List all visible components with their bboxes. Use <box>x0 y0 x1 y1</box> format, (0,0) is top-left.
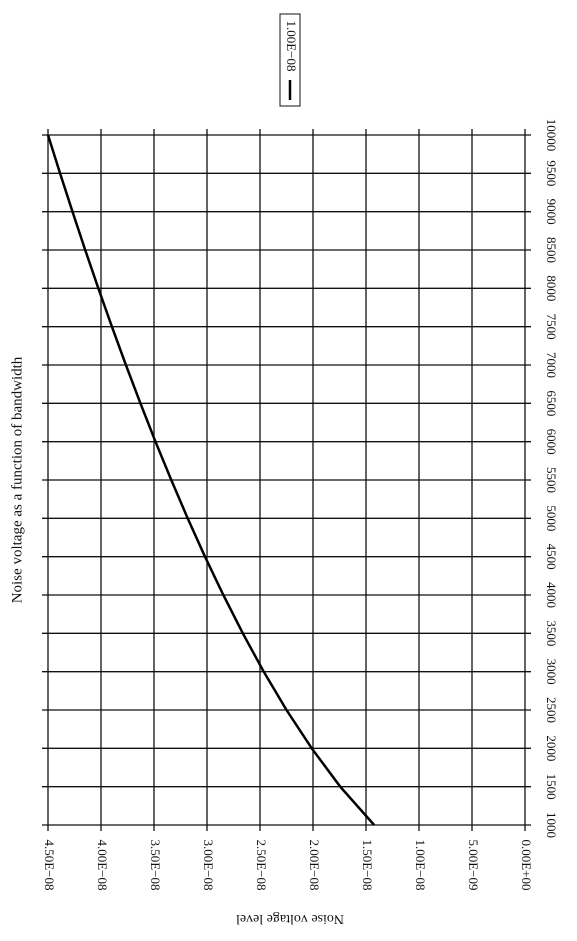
y-tick-label: 4.50E−08 <box>42 839 57 890</box>
legend <box>279 13 301 107</box>
chart-title: Noise voltage as a function of bandwidth <box>9 356 25 603</box>
y-tick-label: 1.00E−08 <box>413 839 428 890</box>
x-tick-label: 5000 <box>544 505 559 531</box>
y-tick-label: 2.00E−08 <box>307 839 322 890</box>
y-tick-label: 2.50E−08 <box>254 839 269 890</box>
y-axis-label: Noise voltage level <box>236 911 344 926</box>
data-line <box>46 134 376 826</box>
x-tick-label: 5500 <box>544 467 559 493</box>
y-tick-label: 0.00E+00 <box>519 839 534 890</box>
x-tick-label: 2000 <box>544 735 559 761</box>
x-tick-label: 1500 <box>544 774 559 800</box>
y-tick-label: 4.00E−08 <box>95 839 110 890</box>
y-tick-label: 3.50E−08 <box>148 839 163 890</box>
x-tick-label: 1000 <box>544 812 559 838</box>
x-tick-label: 3000 <box>544 659 559 685</box>
x-tick-label: 2500 <box>544 697 559 723</box>
x-tick-label: 10000 <box>544 119 559 152</box>
x-tick-label: 9000 <box>544 199 559 225</box>
y-tick-label: 5.00E−09 <box>466 839 481 890</box>
x-tick-label: 6500 <box>544 390 559 416</box>
legend-label: 1.00E−08 <box>284 20 299 71</box>
y-tick-label: 1.50E−08 <box>360 839 375 890</box>
y-tick-label: 3.00E−08 <box>201 839 216 890</box>
x-tick-label: 6000 <box>544 429 559 455</box>
x-tick-label: 9500 <box>544 160 559 186</box>
x-tick-label: 7500 <box>544 314 559 340</box>
x-tick-label: 8500 <box>544 237 559 263</box>
x-tick-label: 7000 <box>544 352 559 378</box>
x-tick-label: 4000 <box>544 582 559 608</box>
x-tick-label: 8000 <box>544 275 559 301</box>
x-tick-label: 3500 <box>544 620 559 646</box>
x-tick-label: 4500 <box>544 544 559 570</box>
